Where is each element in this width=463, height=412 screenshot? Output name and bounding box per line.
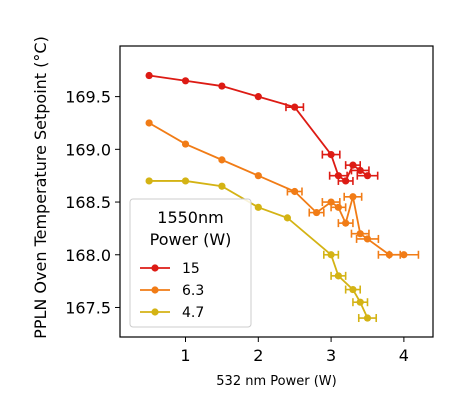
data-point [218, 182, 226, 190]
data-point [349, 193, 357, 201]
data-point [181, 140, 190, 148]
x-tick-label: 4 [399, 346, 409, 365]
data-point [145, 71, 153, 80]
data-point [327, 251, 335, 259]
data-point [342, 177, 350, 185]
y-tick-label: 167.5 [65, 298, 111, 317]
y-tick-label: 168.5 [65, 193, 111, 212]
data-point [334, 203, 342, 211]
data-point [356, 166, 364, 175]
plot-content [145, 71, 420, 323]
series-4-7 [145, 177, 378, 323]
data-point [181, 177, 190, 185]
data-point [327, 150, 335, 159]
data-point [363, 172, 372, 180]
series-line [149, 180, 369, 319]
data-point [291, 103, 299, 111]
legend-entries: 15 6.3 4.7 [140, 261, 204, 321]
data-point [312, 208, 321, 217]
data-point [254, 93, 262, 101]
legend-entry: 6.3 [140, 283, 204, 299]
legend-entry: 4.7 [140, 305, 204, 321]
data-point [254, 203, 262, 211]
legend-marker [151, 264, 159, 272]
data-point [356, 230, 364, 238]
y-tick-label: 168.0 [65, 246, 111, 265]
legend-label: 4.7 [182, 305, 204, 321]
y-axis: 167.5 168.0 168.5 169.0 169.5 [65, 88, 120, 317]
data-point [291, 187, 299, 196]
data-point [218, 82, 226, 90]
legend-label: 15 [182, 261, 200, 277]
x-tick-label: 2 [253, 346, 263, 365]
legend-label: 6.3 [182, 283, 204, 299]
data-point [363, 235, 372, 243]
legend-entry: 15 [140, 261, 200, 277]
plot-frame [119, 45, 434, 338]
legend-marker [151, 308, 159, 316]
legend: 1550nm Power (W) 15 6.3 4.7 [129, 198, 252, 328]
data-point [342, 219, 350, 227]
data-point [349, 161, 357, 169]
legend-marker [151, 286, 159, 294]
series-15 [145, 71, 379, 185]
x-axis: 1 2 3 4 [180, 337, 409, 365]
data-point [145, 177, 153, 185]
data-point [145, 119, 153, 127]
legend-box [129, 198, 252, 328]
data-point [334, 172, 342, 180]
x-tick-label: 3 [326, 346, 336, 365]
data-point [283, 214, 292, 222]
y-tick-label: 169.0 [65, 140, 111, 159]
data-point [218, 156, 226, 164]
data-point [400, 251, 408, 259]
y-axis-title: PPLN Oven Temperature Setpoint (°C) [31, 36, 50, 339]
x-tick-label: 1 [180, 346, 190, 365]
legend-title-line-1: 1550nm [157, 208, 223, 227]
data-point [334, 272, 342, 280]
data-point [181, 77, 190, 85]
data-point [254, 172, 262, 180]
series-6-3 [145, 119, 420, 259]
data-point [349, 285, 357, 294]
data-point [327, 198, 335, 206]
x-axis-title: 532 nm Power (W) [216, 374, 336, 389]
data-point [363, 314, 372, 322]
legend-title-line-2: Power (W) [150, 230, 232, 249]
y-tick-label: 169.5 [65, 88, 111, 107]
data-point [356, 298, 364, 306]
